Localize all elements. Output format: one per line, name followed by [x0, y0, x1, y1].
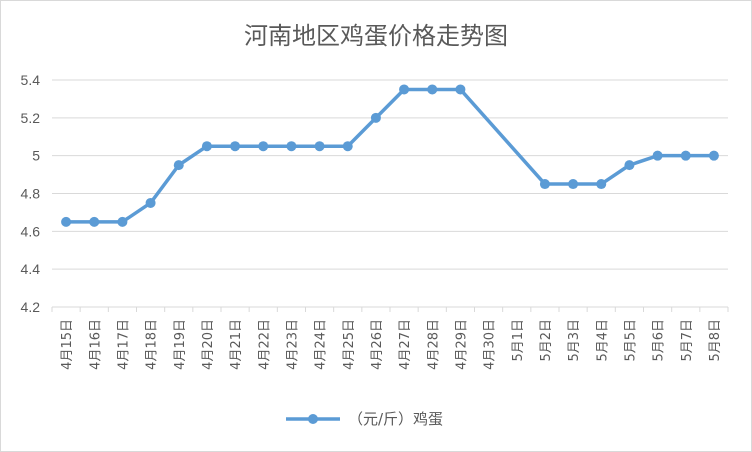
- legend-label: （元/斤）鸡蛋: [348, 410, 443, 428]
- x-axis: [51, 306, 729, 312]
- data-point: [201, 141, 212, 152]
- data-point: [342, 141, 353, 152]
- data-point: [117, 216, 128, 227]
- x-tick-label: 5月8日: [708, 319, 723, 362]
- y-tick-label: 5.4: [21, 72, 41, 88]
- x-tick-label: 4月30日: [483, 319, 498, 370]
- legend: （元/斤）鸡蛋: [286, 410, 443, 428]
- x-tick-label: 5月7日: [680, 319, 695, 362]
- x-tick-label: 5月5日: [623, 319, 638, 362]
- series-line: [66, 87, 714, 224]
- x-tick-label: 4月21日: [229, 319, 244, 370]
- data-point: [427, 84, 438, 95]
- x-tick-label: 4月23日: [285, 319, 300, 370]
- x-tick-label: 5月4日: [595, 319, 610, 362]
- x-tick-label: 4月22日: [257, 319, 272, 370]
- data-point: [230, 141, 241, 152]
- data-point: [455, 84, 466, 95]
- x-tick-label: 4月19日: [173, 319, 188, 370]
- y-tick-label: 4.8: [21, 186, 41, 202]
- x-tick-label: 5月1日: [511, 319, 526, 362]
- x-axis-ticks: 4月15日 4月16日 4月17日 4月18日 4月19日 4月20日 4月21日 4月22日…: [60, 319, 723, 370]
- y-axis-ticks: 4.2 4.4 4.6 4.8 5 5.2 5.4: [21, 72, 41, 315]
- y-tick-label: 5.2: [21, 110, 41, 126]
- data-point: [145, 197, 156, 208]
- data-point: [370, 112, 381, 123]
- x-tick-label: 4月24日: [314, 319, 329, 370]
- series-layer: [61, 84, 719, 227]
- data-point: [286, 141, 297, 152]
- data-point: [399, 84, 410, 95]
- data-point: [708, 150, 719, 161]
- y-tick-label: 4.2: [21, 299, 41, 315]
- data-point: [314, 141, 325, 152]
- y-tick-label: 4.4: [21, 261, 41, 277]
- x-tick-label: 4月28日: [426, 319, 441, 370]
- x-tick-label: 4月17日: [116, 319, 131, 370]
- x-tick-label: 4月29日: [454, 319, 469, 370]
- x-tick-label: 4月20日: [201, 319, 216, 370]
- data-point: [61, 216, 72, 227]
- chart-title: 河南地区鸡蛋价格走势图: [244, 22, 508, 50]
- gridlines: [52, 79, 728, 308]
- data-point: [89, 216, 100, 227]
- data-point: [539, 179, 550, 190]
- x-tick-label: 5月2日: [539, 319, 554, 362]
- x-tick-label: 5月3日: [567, 319, 582, 362]
- x-tick-label: 4月15日: [60, 319, 75, 370]
- data-point: [652, 150, 663, 161]
- y-tick-label: 5: [32, 148, 40, 164]
- legend-marker: [308, 414, 318, 424]
- x-tick-label: 5月6日: [652, 319, 667, 362]
- data-point: [624, 160, 635, 171]
- data-point: [173, 160, 184, 171]
- x-tick-label: 4月25日: [342, 319, 357, 370]
- data-point: [568, 179, 579, 190]
- data-point: [680, 150, 691, 161]
- data-point: [258, 141, 269, 152]
- data-point: [596, 179, 607, 190]
- x-tick-label: 4月27日: [398, 319, 413, 370]
- x-tick-label: 4月16日: [88, 319, 103, 370]
- y-tick-label: 4.6: [21, 223, 41, 239]
- x-tick-label: 4月26日: [370, 319, 385, 370]
- x-tick-label: 4月18日: [145, 319, 160, 370]
